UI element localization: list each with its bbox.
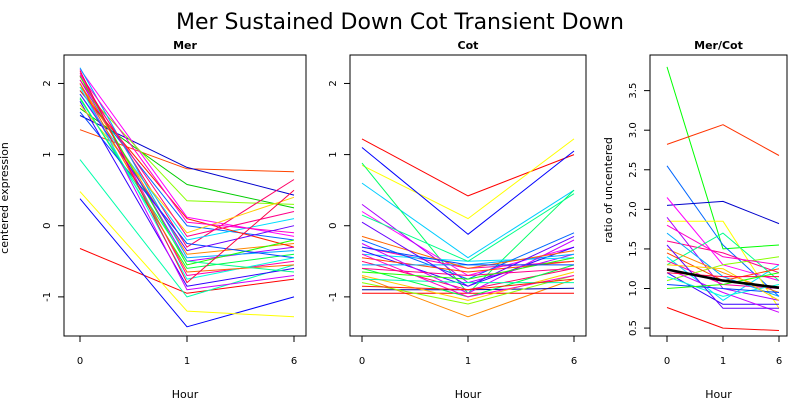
y-tick-label: 1.5 bbox=[628, 241, 639, 257]
series-line bbox=[666, 224, 780, 266]
x-tick-label: 6 bbox=[291, 356, 297, 367]
series-line bbox=[361, 275, 575, 305]
series-line bbox=[361, 138, 575, 220]
series-line bbox=[79, 90, 295, 241]
series-line bbox=[79, 104, 295, 234]
series-line bbox=[666, 276, 780, 297]
series-line bbox=[79, 72, 295, 276]
x-tick-label: 0 bbox=[359, 356, 365, 367]
series-line bbox=[79, 93, 295, 241]
panel-title: Cot bbox=[458, 39, 479, 52]
series-line bbox=[79, 248, 295, 294]
y-tick-label: 2 bbox=[42, 80, 53, 86]
y-tick-label: 0.5 bbox=[628, 320, 639, 336]
x-tick-label: 1 bbox=[720, 356, 726, 367]
y-tick-label: -1 bbox=[328, 292, 339, 302]
series-line bbox=[666, 268, 780, 313]
panels: Mer -1 0 1 2 0 1 6 Hour centered expression Cot -1 0… bbox=[0, 39, 788, 400]
series-line bbox=[79, 83, 295, 273]
series-line bbox=[666, 268, 780, 289]
series-line bbox=[361, 138, 575, 197]
y-tick-label: 1.0 bbox=[628, 281, 639, 297]
series-line bbox=[666, 307, 780, 331]
y-tick-label: 2 bbox=[328, 80, 339, 86]
x-tick-label: 6 bbox=[776, 356, 782, 367]
x-axis-label: Hour bbox=[705, 388, 732, 400]
series-line bbox=[361, 235, 575, 269]
series-line bbox=[666, 66, 780, 250]
y-axis-label: centered expression bbox=[0, 142, 11, 254]
series-line bbox=[666, 272, 780, 289]
series-line bbox=[666, 244, 779, 309]
series-line bbox=[666, 200, 780, 225]
series-line bbox=[666, 256, 780, 282]
plot-frame bbox=[63, 54, 307, 337]
series-line bbox=[666, 124, 780, 156]
y-tick-label: -1 bbox=[42, 292, 53, 302]
x-tick-label: 1 bbox=[465, 356, 471, 367]
x-tick-label: 0 bbox=[77, 356, 83, 367]
x-axis-label: Hour bbox=[455, 388, 482, 400]
series-line bbox=[666, 240, 780, 274]
series-line bbox=[79, 70, 295, 284]
panel-1: Cot -1 0 1 2 0 1 6 Hour bbox=[328, 39, 587, 400]
x-tick-label: 6 bbox=[571, 356, 577, 367]
panel-2: Mer/Cot 0.5 1.0 1.5 2.0 2.5 3.0 3.5 0 1 6 Hour ratio… bbox=[602, 39, 788, 400]
series-line bbox=[361, 182, 575, 259]
y-tick-label: 0 bbox=[328, 223, 339, 229]
y-tick-label: 0 bbox=[42, 223, 53, 229]
series-line bbox=[666, 284, 780, 293]
series-line bbox=[361, 267, 575, 276]
series-line bbox=[361, 246, 574, 266]
series-line bbox=[361, 239, 575, 294]
series-line bbox=[361, 193, 575, 262]
series-line bbox=[361, 278, 575, 291]
series-line bbox=[79, 74, 295, 234]
series-line bbox=[361, 221, 575, 287]
panel-title: Mer/Cot bbox=[694, 39, 743, 52]
series-line bbox=[666, 232, 780, 281]
x-axis-label: Hour bbox=[172, 388, 199, 400]
y-tick-label: 2.0 bbox=[628, 201, 639, 217]
series-line bbox=[79, 191, 295, 318]
series-line bbox=[79, 90, 295, 248]
series-line bbox=[79, 100, 295, 287]
series-line bbox=[79, 79, 295, 237]
series-line bbox=[79, 86, 295, 280]
series-line bbox=[79, 76, 295, 266]
panel-0: Mer -1 0 1 2 0 1 6 Hour centered expression bbox=[0, 39, 307, 400]
series-line bbox=[361, 147, 575, 235]
y-tick-label: 2.5 bbox=[628, 162, 639, 178]
y-axis-label: ratio of uncentered bbox=[602, 137, 615, 243]
figure-title: Mer Sustained Down Cot Transient Down bbox=[176, 10, 624, 35]
series-line bbox=[79, 86, 295, 205]
series-line bbox=[361, 271, 575, 301]
x-tick-label: 1 bbox=[184, 356, 190, 367]
series-line bbox=[79, 68, 295, 237]
y-tick-label: 3.5 bbox=[628, 83, 639, 99]
series-line bbox=[79, 111, 295, 259]
y-tick-label: 3.0 bbox=[628, 122, 639, 138]
series-line bbox=[79, 159, 295, 298]
series-line bbox=[79, 198, 295, 328]
series-line bbox=[79, 98, 295, 273]
series-line bbox=[79, 107, 295, 209]
series-line bbox=[79, 97, 295, 269]
y-tick-label: 1 bbox=[42, 151, 53, 157]
plot-frame bbox=[649, 54, 788, 337]
x-tick-label: 0 bbox=[664, 356, 670, 367]
panel-title: Mer bbox=[173, 39, 197, 52]
series-line bbox=[667, 220, 780, 309]
y-tick-label: 1 bbox=[328, 151, 339, 157]
